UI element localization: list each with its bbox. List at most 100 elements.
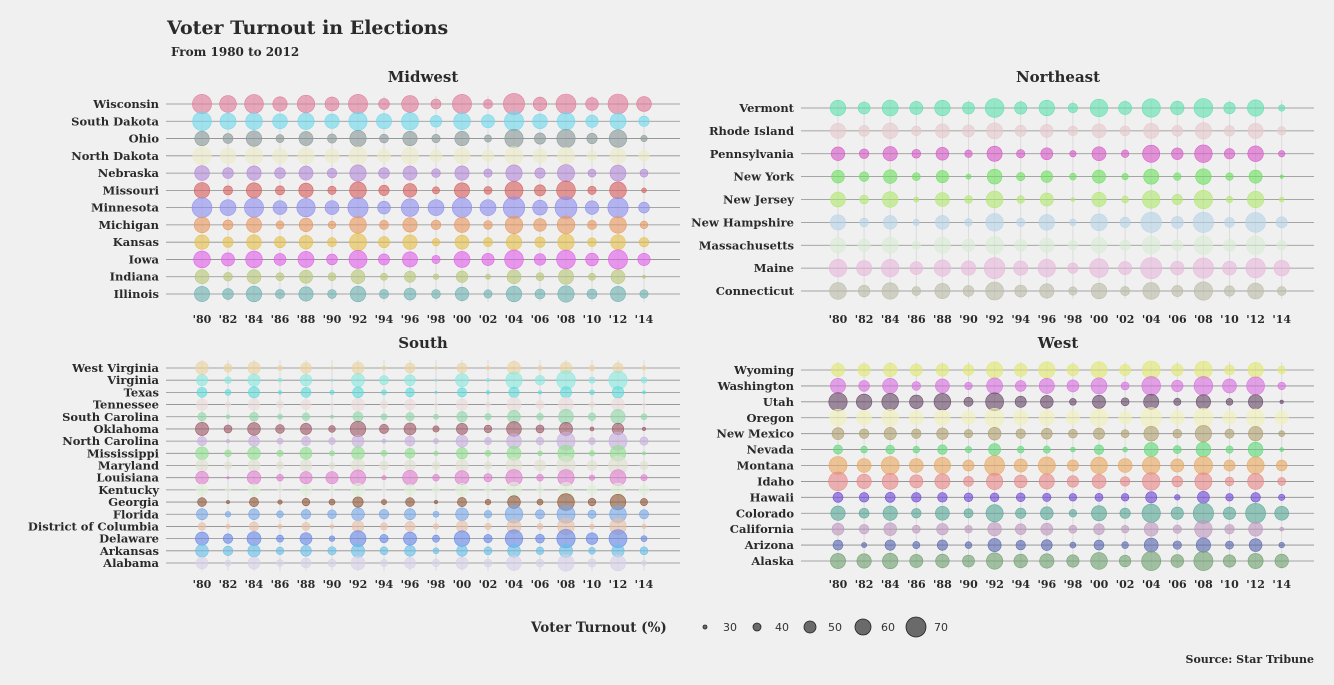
turnout-point — [964, 218, 973, 227]
turnout-point — [585, 252, 599, 267]
turnout-point — [1089, 98, 1109, 118]
turnout-point — [936, 523, 949, 536]
turnout-point — [985, 213, 1004, 232]
turnout-point — [641, 560, 647, 566]
turnout-point — [481, 149, 495, 162]
turnout-point — [381, 365, 387, 371]
turnout-point — [1014, 124, 1027, 137]
turnout-point — [1015, 507, 1027, 519]
turnout-point — [642, 274, 646, 279]
turnout-point — [1172, 540, 1182, 550]
turnout-point — [485, 378, 491, 383]
turnout-point — [1222, 260, 1237, 276]
turnout-point — [1192, 211, 1214, 233]
turnout-point — [1225, 172, 1234, 181]
turnout-point — [1194, 425, 1212, 443]
x-tick-label: '86 — [907, 313, 926, 326]
turnout-point — [830, 214, 846, 231]
turnout-point — [404, 399, 416, 411]
turnout-point — [245, 146, 263, 165]
turnout-point — [856, 410, 872, 426]
turnout-point — [192, 146, 212, 166]
turnout-point — [535, 400, 545, 410]
turnout-point — [537, 390, 543, 395]
turnout-point — [911, 149, 921, 159]
turnout-point — [536, 473, 544, 482]
turnout-point — [610, 286, 626, 302]
x-tick-label: '10 — [583, 578, 602, 591]
turnout-point — [195, 398, 209, 411]
turnout-point — [454, 165, 470, 181]
turnout-point — [1066, 379, 1080, 393]
turnout-point — [505, 371, 523, 389]
turnout-point — [882, 378, 899, 394]
turnout-point — [961, 410, 976, 425]
turnout-point — [507, 410, 521, 424]
turnout-point — [457, 387, 467, 398]
turnout-point — [1143, 393, 1160, 410]
x-tick-label: '84 — [245, 578, 264, 591]
turnout-point — [378, 98, 390, 110]
turnout-point — [1069, 218, 1077, 227]
legend-size-marker — [702, 624, 708, 630]
turnout-point — [859, 194, 869, 205]
turnout-point — [556, 249, 576, 270]
x-tick-label: '96 — [1037, 313, 1056, 326]
turnout-point — [300, 557, 312, 569]
turnout-point — [830, 122, 846, 139]
state-label: Hawaii — [750, 490, 795, 504]
turnout-point — [1172, 524, 1182, 534]
turnout-point — [225, 439, 231, 444]
turnout-point — [349, 130, 367, 148]
turnout-point — [434, 366, 438, 370]
turnout-point — [1068, 493, 1077, 502]
turnout-point — [381, 389, 387, 396]
turnout-point — [534, 375, 546, 386]
turnout-point — [1120, 429, 1130, 438]
turnout-point — [1068, 428, 1078, 439]
turnout-point — [557, 147, 575, 165]
turnout-point — [639, 289, 649, 299]
turnout-point — [1119, 476, 1131, 487]
turnout-point — [585, 532, 599, 545]
turnout-point — [1118, 101, 1132, 115]
x-tick-label: '98 — [1064, 313, 1083, 326]
turnout-point — [1278, 430, 1285, 437]
turnout-point — [223, 461, 233, 470]
turnout-point — [1171, 239, 1184, 251]
turnout-point — [1141, 98, 1161, 118]
turnout-point — [829, 99, 847, 117]
turnout-point — [1120, 525, 1130, 534]
turnout-point — [587, 509, 597, 519]
turnout-point — [248, 435, 260, 447]
turnout-point — [195, 544, 209, 558]
turnout-point — [327, 509, 337, 519]
turnout-point — [328, 498, 336, 506]
x-tick-label: '80 — [193, 578, 212, 591]
turnout-point — [935, 192, 950, 207]
turnout-point — [455, 507, 469, 521]
turnout-point — [880, 456, 900, 475]
turnout-point — [195, 470, 209, 485]
turnout-point — [587, 412, 597, 421]
turnout-point — [328, 437, 336, 445]
turnout-point — [1224, 476, 1235, 487]
turnout-point — [451, 197, 473, 218]
turnout-point — [986, 377, 1003, 395]
turnout-point — [222, 236, 234, 248]
turnout-point — [986, 145, 1003, 162]
turnout-point — [329, 487, 335, 493]
turnout-point — [483, 220, 493, 230]
turnout-point — [587, 237, 597, 247]
turnout-point — [964, 195, 973, 204]
turnout-point — [272, 200, 288, 215]
turnout-point — [452, 94, 472, 114]
turnout-point — [222, 533, 234, 544]
turnout-point — [404, 435, 416, 447]
turnout-point — [196, 374, 208, 387]
turnout-point — [277, 499, 283, 505]
turnout-point — [1278, 196, 1285, 203]
turnout-point — [379, 424, 389, 434]
turnout-point — [1038, 473, 1055, 490]
turnout-point — [535, 424, 545, 434]
